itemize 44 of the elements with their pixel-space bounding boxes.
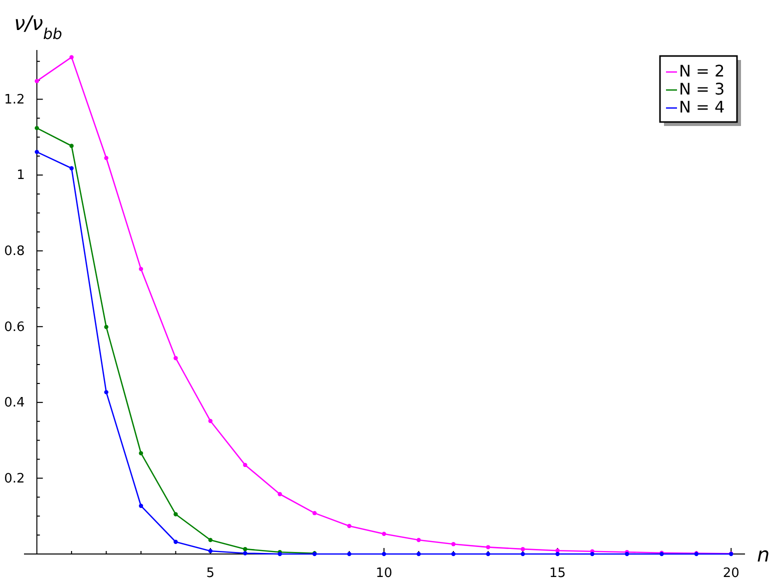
point: [174, 356, 178, 360]
point: [69, 144, 74, 148]
y-tick-label: 0.2: [4, 471, 25, 486]
point: [486, 545, 490, 550]
x-tick-label: 15: [549, 566, 566, 582]
y-tick-label: 0.8: [4, 244, 25, 259]
point: [138, 266, 144, 272]
y-tick-label: 0.4: [4, 396, 25, 411]
point: [208, 538, 213, 542]
point: [243, 462, 248, 468]
legend-label: N = 3: [679, 79, 725, 98]
y-tick-label: 0.6: [4, 320, 25, 335]
point: [382, 552, 386, 556]
x-axis-title: n: [757, 542, 770, 566]
point: [555, 552, 560, 556]
point: [243, 546, 248, 552]
y-axis-title: ν/ν$_{bb}$: [14, 11, 62, 43]
point: [34, 126, 39, 130]
point: [138, 504, 144, 508]
x-tick-label: 20: [722, 566, 740, 582]
point: [174, 540, 178, 544]
point: [104, 324, 108, 330]
point: [520, 546, 525, 552]
point: [174, 512, 178, 516]
point: [34, 150, 39, 154]
y-tick-label: 1: [16, 168, 25, 184]
point: [104, 390, 108, 394]
point: [278, 492, 282, 496]
point: [347, 524, 352, 528]
point: [208, 418, 213, 424]
point: [451, 542, 456, 546]
point: [312, 510, 317, 516]
x-tick-label: 5: [206, 566, 215, 582]
point: [69, 55, 74, 60]
y-tick-label: 1.2: [4, 92, 25, 108]
legend-label: N = 4: [679, 97, 725, 116]
point: [416, 538, 421, 542]
legend-label: N = 2: [679, 61, 725, 80]
point: [34, 78, 39, 84]
point: [69, 166, 74, 170]
point: [138, 451, 144, 456]
x-tick-label: 10: [376, 566, 392, 582]
point: [104, 156, 108, 160]
point: [382, 532, 386, 536]
